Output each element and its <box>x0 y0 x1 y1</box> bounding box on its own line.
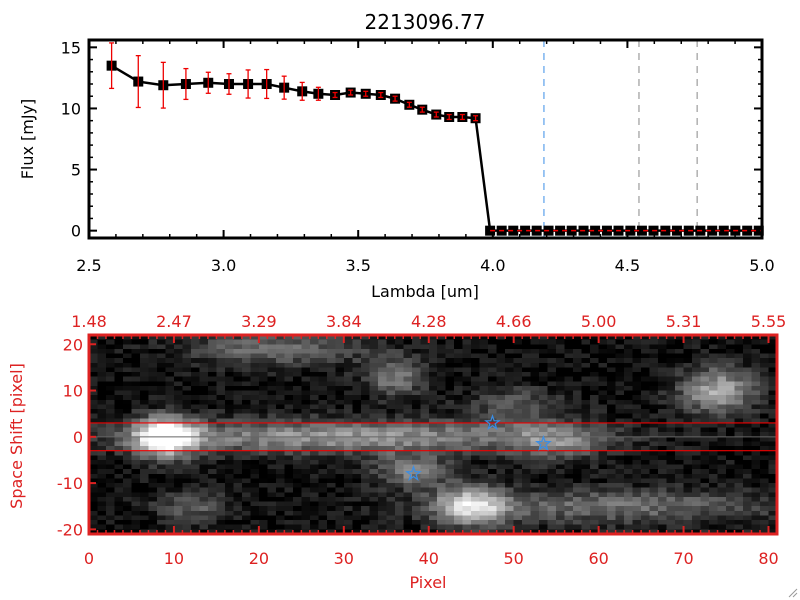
zero-flux-point <box>718 225 729 236</box>
y-axis-label-flux: Flux [mJy] <box>18 99 37 180</box>
y-tick-label: 5 <box>71 161 81 180</box>
x-tick-label: 0 <box>84 549 94 568</box>
spectrum-2d-image <box>89 335 777 534</box>
y-axis-label-space-shift: Space Shift [pixel] <box>7 363 26 509</box>
x-tick-label: 4.5 <box>615 256 640 275</box>
y-tick-label: -10 <box>57 474 83 493</box>
x-tick-label: 5.0 <box>749 256 774 275</box>
top-wavelength-label: 5.55 <box>751 312 787 331</box>
y-tick-label: 15 <box>61 38 81 57</box>
x-tick-label: 2.5 <box>76 256 101 275</box>
x-axis-label-pixel: Pixel <box>409 573 446 592</box>
zero-flux-point <box>601 225 612 236</box>
y-tick-label: 0 <box>73 428 83 447</box>
top-wavelength-label: 5.31 <box>666 312 702 331</box>
top-wavelength-label: 5.00 <box>581 312 617 331</box>
x-tick-label: 50 <box>504 549 524 568</box>
spectrum-plot-frame <box>87 333 779 536</box>
zero-flux-point <box>590 225 601 236</box>
zero-flux-point <box>520 225 531 236</box>
chart-title: 2213096.77 <box>365 10 486 34</box>
x-tick-label: 3.0 <box>211 256 236 275</box>
top-wavelength-label: 3.84 <box>326 312 362 331</box>
flux-plot-frame <box>87 38 764 240</box>
y-tick-label: 10 <box>63 382 83 401</box>
top-wavelength-label: 4.66 <box>496 312 532 331</box>
x-tick-label: 40 <box>419 549 439 568</box>
x-axis-label-lambda: Lambda [um] <box>371 282 479 301</box>
y-tick-label: 0 <box>71 222 81 241</box>
top-wavelength-label: 1.48 <box>71 312 107 331</box>
top-wavelength-label: 3.29 <box>241 312 277 331</box>
y-tick-label: -20 <box>57 520 83 539</box>
y-tick-label: 10 <box>61 99 81 118</box>
y-tick-label: 20 <box>63 335 83 354</box>
star-marker-icon <box>405 464 422 482</box>
x-tick-label: 20 <box>249 549 269 568</box>
x-tick-label: 80 <box>758 549 778 568</box>
x-tick-label: 30 <box>334 549 354 568</box>
spectrum-2d-plot: 0 1.48 10 2.47 20 3.29 30 3.84 40 4.28 50 4.66 60 5.0… <box>57 312 786 568</box>
x-tick-label: 3.5 <box>345 256 370 275</box>
top-wavelength-label: 2.47 <box>156 312 192 331</box>
flux-plot: 2.5 3.0 3.5 4.0 4.5 5.0 0 5 10 15 <box>61 38 775 275</box>
x-tick-label: 70 <box>673 549 693 568</box>
resize-grip-icon[interactable] <box>786 586 798 598</box>
zero-flux-point <box>625 225 636 236</box>
zero-flux-point <box>508 225 519 236</box>
x-tick-label: 10 <box>164 549 184 568</box>
zero-flux-point <box>742 225 753 236</box>
zero-flux-point <box>753 225 764 236</box>
zero-flux-point <box>671 225 682 236</box>
zero-flux-point <box>555 225 566 236</box>
star-marker-icon <box>484 414 501 431</box>
zero-flux-point <box>636 225 647 236</box>
top-wavelength-label: 4.28 <box>411 312 447 331</box>
x-tick-label: 60 <box>588 549 608 568</box>
zero-flux-point <box>707 225 718 236</box>
x-tick-label: 4.0 <box>480 256 505 275</box>
star-marker-icon <box>535 434 552 451</box>
